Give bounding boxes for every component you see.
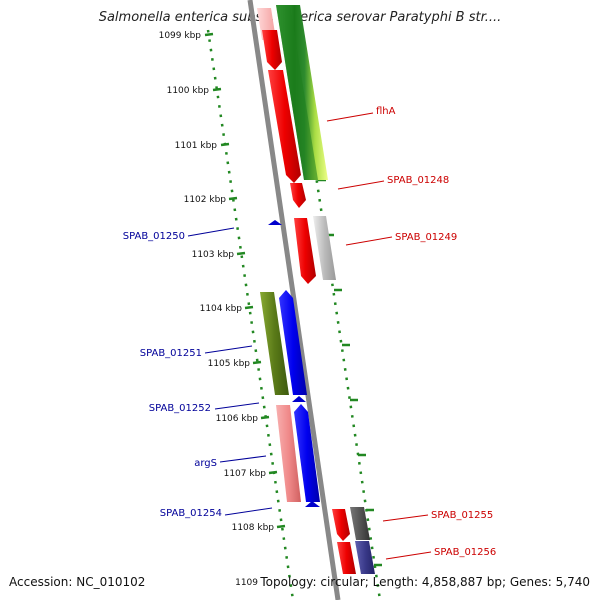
gene-feature (355, 541, 375, 574)
tick-label: 1108 kbp (232, 523, 275, 533)
reverse-features (260, 220, 320, 507)
tick-label: 1107 kbp (224, 469, 267, 479)
tick-label: 1106 kbp (216, 414, 259, 424)
genome-backbone (247, 0, 341, 600)
gene-label: SPAB_01256 (434, 547, 496, 558)
gene-feature (350, 507, 370, 540)
gene-feature (292, 396, 306, 402)
gene-label: SPAB_01255 (431, 510, 493, 521)
gene-feature (279, 290, 307, 395)
forward-features (257, 5, 375, 574)
topology-label: Topology: circular; Length: 4,858,887 bp… (260, 575, 590, 589)
gene-feature (268, 70, 301, 183)
tick-label: 1109 (235, 578, 258, 588)
gene-feature (260, 292, 289, 395)
gene-feature (276, 5, 318, 180)
gene-labels: flhA SPAB_01248 SPAB_01249 SPAB_01255 SP… (123, 106, 497, 558)
gene-label: SPAB_01252 (149, 403, 211, 414)
gene-feature (313, 216, 336, 280)
gene-feature (332, 509, 350, 541)
gene-label: SPAB_01250 (123, 231, 185, 242)
gene-label: flhA (376, 106, 396, 117)
gene-label: SPAB_01249 (395, 232, 457, 243)
gene-feature (337, 542, 356, 574)
gene-feature (262, 30, 282, 70)
gene-feature (305, 501, 320, 507)
gene-feature (294, 404, 320, 502)
gene-label: SPAB_01251 (140, 348, 202, 359)
tick-label: 1101 kbp (175, 141, 218, 151)
gene-label: SPAB_01254 (160, 508, 222, 519)
tick-label: 1104 kbp (200, 304, 243, 314)
accession-label: Accession: NC_010102 (9, 575, 146, 589)
gene-feature (268, 220, 282, 225)
ruler-left (206, 29, 295, 600)
gene-label: argS (194, 458, 217, 469)
gene-feature (276, 405, 301, 502)
tick-label: 1100 kbp (167, 86, 210, 96)
tick-label: 1105 kbp (208, 359, 251, 369)
gene-feature (294, 218, 316, 284)
scale-labels: 1099 kbp 1100 kbp 1101 kbp 1102 kbp 1103… (159, 31, 275, 588)
tick-label: 1103 kbp (192, 250, 235, 260)
tick-label: 1099 kbp (159, 31, 202, 41)
gene-label: SPAB_01248 (387, 175, 449, 186)
tick-label: 1102 kbp (184, 195, 227, 205)
label-leaders (187, 112, 432, 560)
gene-feature (290, 183, 306, 208)
